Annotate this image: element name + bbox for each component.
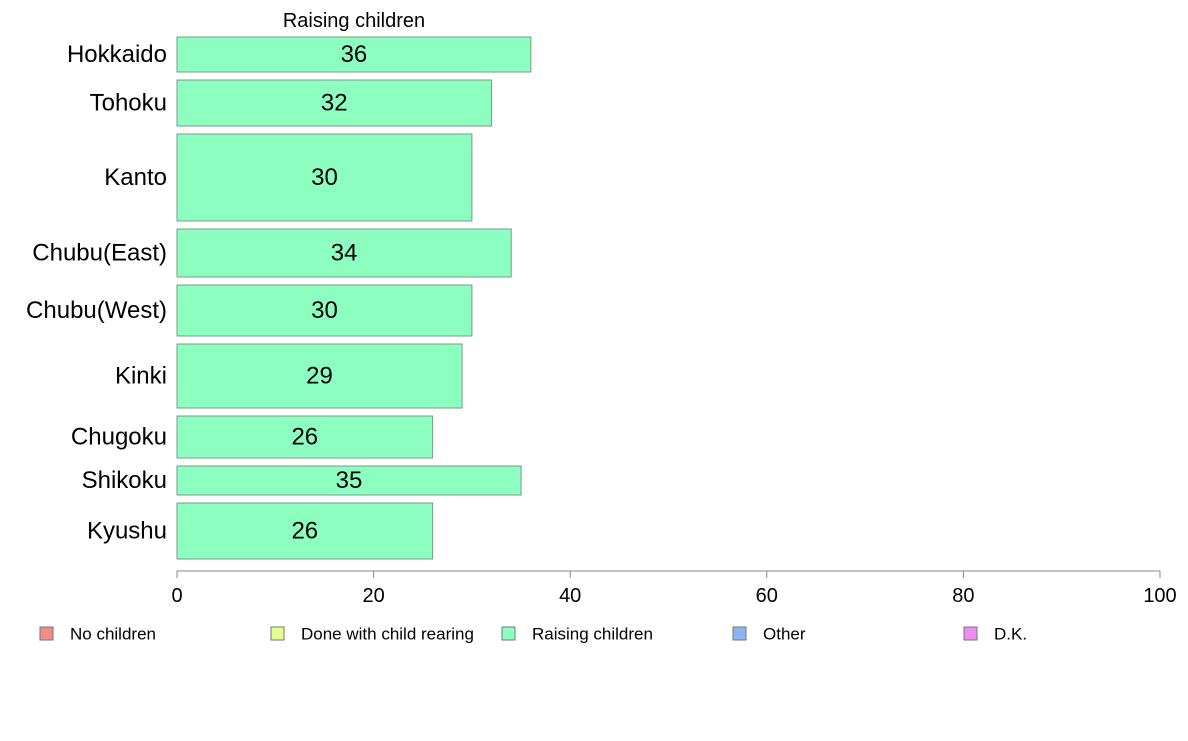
x-tick-label: 80 — [952, 585, 974, 607]
x-tick-label: 40 — [559, 585, 581, 607]
category-label: Tohoku — [90, 90, 167, 117]
bar-kyushu — [176, 502, 434, 560]
category-label: Chubu(West) — [26, 297, 167, 324]
bar-tohoku — [176, 79, 493, 127]
bar-kanto — [176, 133, 473, 222]
category-label: Kanto — [104, 164, 167, 191]
category-label: Hokkaido — [67, 41, 167, 68]
bar-value-label: 29 — [306, 363, 333, 390]
category-label: Chubu(East) — [32, 240, 167, 267]
bar-value-label: 36 — [341, 41, 368, 68]
bar-chugoku — [176, 415, 434, 459]
legend-swatch — [270, 626, 285, 641]
legend-swatch — [732, 626, 747, 641]
x-axis: 0 20 40 60 80 100 — [171, 570, 1177, 607]
x-tick-label: 100 — [1143, 585, 1176, 607]
legend-label: D.K. — [994, 625, 1027, 644]
bar-value-label: 35 — [336, 467, 363, 494]
legend-label: Other — [763, 625, 806, 644]
x-tick-label: 60 — [756, 585, 778, 607]
legend-swatch — [39, 626, 54, 641]
bar-value-label: 30 — [311, 164, 338, 191]
bar-value-label: 26 — [291, 518, 318, 545]
bar-value-label: 34 — [331, 240, 358, 267]
x-tick-label: 0 — [171, 585, 182, 607]
category-label: Shikoku — [82, 467, 167, 494]
category-label: Kinki — [115, 363, 167, 390]
bar-chubu-east- — [176, 228, 512, 278]
legend-label: Done with child rearing — [301, 625, 474, 644]
legend-swatch — [501, 626, 516, 641]
bar-kinki — [176, 343, 463, 409]
bar-value-label: 30 — [311, 297, 338, 324]
bar-shikoku — [176, 465, 522, 496]
chart-title: Raising children — [283, 10, 425, 32]
category-label: Kyushu — [87, 518, 167, 545]
bar-chubu-west- — [176, 284, 473, 337]
x-tick-label: 20 — [362, 585, 384, 607]
bar-hokkaido — [176, 36, 532, 73]
legend-label: Raising children — [532, 625, 653, 644]
bars-layer: 36 Hokkaido 32 Tohoku 30 Kanto 34 Chubu(East) 30… — [26, 36, 532, 560]
legend: No children Done with child rearing Raisin… — [39, 625, 1027, 644]
category-label: Chugoku — [71, 424, 167, 451]
bar-value-label: 26 — [291, 424, 318, 451]
bar-value-label: 32 — [321, 90, 348, 117]
legend-swatch — [963, 626, 978, 641]
legend-label: No children — [70, 625, 156, 644]
